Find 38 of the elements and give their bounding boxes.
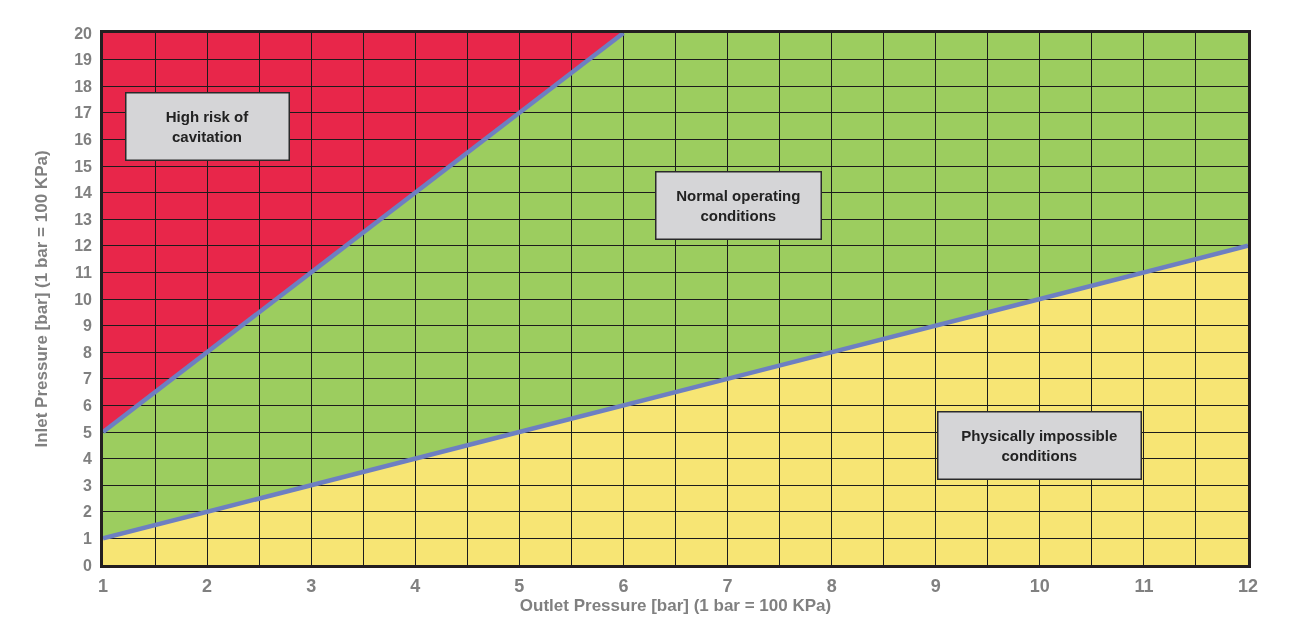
y-tick-label: 4: [83, 450, 93, 468]
y-tick-label: 14: [74, 184, 93, 202]
x-axis-title: Outlet Pressure [bar] (1 bar = 100 KPa): [519, 596, 832, 615]
y-tick-label: 11: [75, 264, 93, 281]
x-tick-label: 12: [1237, 576, 1259, 596]
y-tick-label: 0: [83, 556, 93, 574]
annotation: Normal operating conditions: [676, 187, 801, 224]
x-tick-label: 2: [202, 576, 213, 596]
y-tick-label: 9: [83, 317, 93, 335]
x-tick-label: 9: [930, 576, 941, 596]
y-tick-label: 2: [83, 503, 93, 521]
x-tick-label: 8: [826, 576, 837, 596]
y-tick-label: 18: [74, 77, 93, 95]
y-tick-label: 12: [74, 237, 93, 255]
y-tick-label: 19: [74, 51, 93, 69]
y-tick-label: 17: [74, 104, 93, 122]
y-tick-label: 16: [74, 131, 93, 148]
x-tick-label: 6: [618, 576, 629, 596]
y-tick-label: 5: [83, 423, 93, 441]
x-tick-label: 3: [306, 576, 317, 596]
y-tick-label: 15: [74, 157, 93, 175]
x-tick-label: 4: [410, 576, 421, 596]
y-tick-label: 13: [74, 210, 93, 228]
annotation: Physically impossible conditions: [961, 427, 1118, 464]
y-tick-label: 1: [83, 530, 93, 547]
y-axis-title: Inlet Pressure [bar] (1 bar = 100 KPa): [31, 150, 51, 448]
y-tick-label: 3: [83, 476, 93, 494]
x-tick-label: 11: [1134, 576, 1154, 596]
x-tick-label: 7: [722, 576, 733, 596]
y-tick-label: 20: [74, 24, 93, 42]
y-tick-label: 7: [83, 370, 93, 388]
y-tick-label: 10: [74, 290, 93, 308]
y-tick-label: 8: [83, 343, 93, 361]
annotation: High risk of cavitation: [165, 108, 250, 145]
x-tick-label: 1: [97, 576, 109, 596]
x-tick-label: 10: [1029, 576, 1050, 596]
x-tick-label: 5: [514, 576, 525, 596]
y-tick-label: 6: [83, 397, 93, 414]
